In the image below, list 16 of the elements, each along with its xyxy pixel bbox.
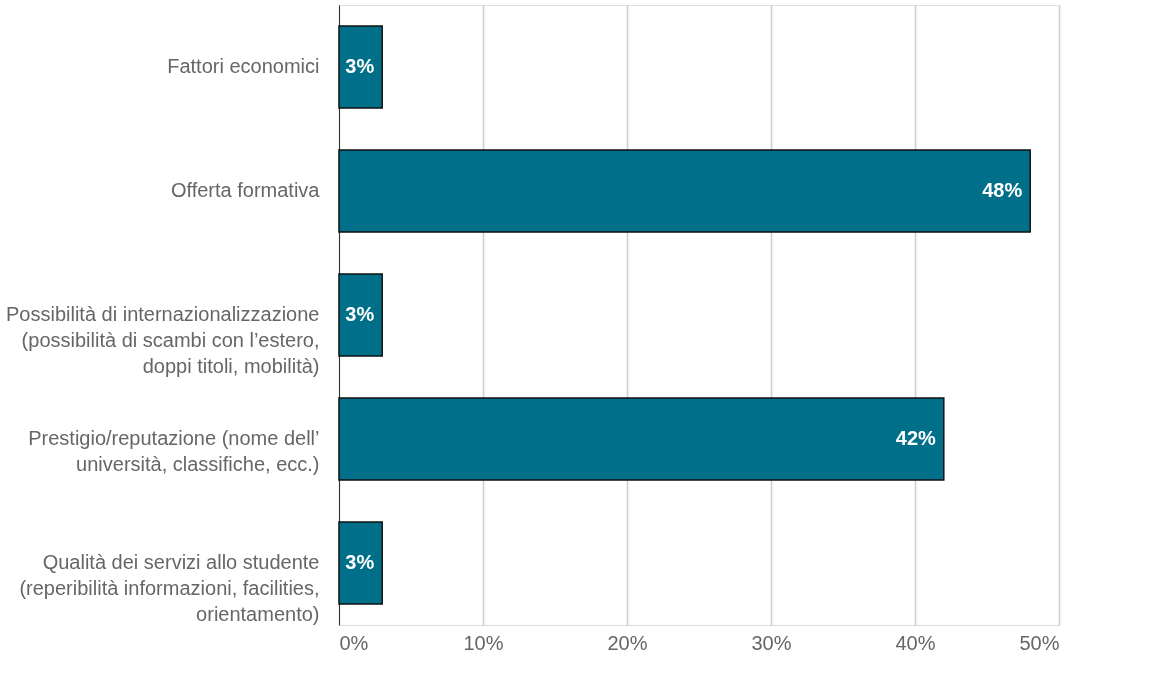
x-tick-label: 40%	[895, 631, 936, 654]
y-tick-label: Offerta formativa	[170, 179, 321, 201]
data-label: 3%	[345, 303, 375, 325]
x-tick-label: 0%	[339, 631, 369, 654]
y-tick-label: Fattori economici	[167, 55, 320, 77]
data-label: 3%	[345, 55, 375, 77]
data-label: 3%	[345, 551, 375, 573]
y-tick-label: Possibilità di internazionalizzazione (possibilità di scambi con l’estero, doppi titoli, mobilità)	[5, 303, 320, 377]
data-label: 48%	[982, 179, 1023, 201]
y-tick-label: Qualità dei servizi allo studente (reperibilità informazioni, facilities, orientamento)	[19, 551, 320, 625]
data-label: 42%	[895, 427, 937, 449]
x-tick-label: 50%	[1019, 631, 1060, 654]
x-tick-label: 20%	[607, 631, 648, 654]
x-tick-label: 10%	[463, 631, 504, 654]
y-tick-label: Prestigio/reputazione (nome dell’ università, classifiche, ecc.)	[28, 427, 320, 475]
x-tick-label: 30%	[751, 631, 792, 654]
